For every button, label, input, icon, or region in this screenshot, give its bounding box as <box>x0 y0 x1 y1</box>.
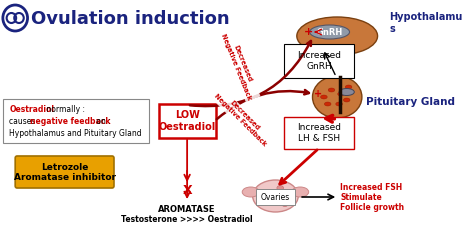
Text: Pituitary Gland: Pituitary Gland <box>365 97 455 107</box>
Text: normally :: normally : <box>44 105 85 114</box>
FancyBboxPatch shape <box>159 104 216 138</box>
Text: Hypothalamus and Pituitary Gland: Hypothalamus and Pituitary Gland <box>9 128 142 137</box>
Text: Increased FSH: Increased FSH <box>340 183 402 192</box>
Text: on :: on : <box>94 117 111 126</box>
Ellipse shape <box>336 102 342 106</box>
Text: Oestradiol: Oestradiol <box>158 122 216 132</box>
FancyArrowPatch shape <box>217 90 309 119</box>
Text: Decreased
Negative Feedback: Decreased Negative Feedback <box>212 88 272 148</box>
Text: Stimulate: Stimulate <box>340 193 382 202</box>
Text: Testosterone >>>> Oestradiol: Testosterone >>>> Oestradiol <box>121 215 253 224</box>
Ellipse shape <box>312 76 362 118</box>
Text: Oestradiol: Oestradiol <box>9 105 55 114</box>
Ellipse shape <box>277 186 283 191</box>
Text: X: X <box>182 183 192 196</box>
Ellipse shape <box>310 25 349 39</box>
FancyBboxPatch shape <box>284 44 354 78</box>
Ellipse shape <box>339 88 354 96</box>
Text: +: + <box>314 89 322 99</box>
Ellipse shape <box>337 92 344 96</box>
Text: +: + <box>304 27 313 37</box>
Ellipse shape <box>324 102 331 106</box>
Text: causes: causes <box>9 117 38 126</box>
Text: Hypothalamu
s: Hypothalamu s <box>390 12 463 34</box>
Ellipse shape <box>320 95 327 99</box>
FancyBboxPatch shape <box>3 99 149 143</box>
Text: Increased
LH & FSH: Increased LH & FSH <box>297 123 341 143</box>
Text: Letrozole: Letrozole <box>41 163 88 172</box>
Text: LOW: LOW <box>175 110 200 120</box>
FancyBboxPatch shape <box>284 117 354 149</box>
Ellipse shape <box>297 17 378 55</box>
Text: AROMATASE: AROMATASE <box>158 205 216 214</box>
Ellipse shape <box>292 187 309 197</box>
Text: Increased
GnRH: Increased GnRH <box>297 51 341 71</box>
Text: GnRH: GnRH <box>317 27 343 36</box>
Ellipse shape <box>265 191 272 196</box>
Text: Ovulation induction: Ovulation induction <box>31 10 230 28</box>
Ellipse shape <box>328 88 335 92</box>
FancyArrowPatch shape <box>190 41 311 106</box>
Ellipse shape <box>259 196 265 201</box>
Ellipse shape <box>253 180 298 212</box>
Text: Ovaries: Ovaries <box>261 192 290 201</box>
Ellipse shape <box>242 187 259 197</box>
FancyBboxPatch shape <box>15 156 114 188</box>
Ellipse shape <box>343 98 350 102</box>
Ellipse shape <box>285 193 292 199</box>
FancyBboxPatch shape <box>331 49 343 79</box>
Text: Decreased
Negative Feedback: Decreased Negative Feedback <box>220 30 259 100</box>
Ellipse shape <box>282 201 288 206</box>
Text: Follicle growth: Follicle growth <box>340 204 404 213</box>
Text: Aromatase inhibitor: Aromatase inhibitor <box>14 173 116 182</box>
FancyBboxPatch shape <box>255 189 295 205</box>
Ellipse shape <box>345 85 352 89</box>
Text: negative feedback: negative feedback <box>30 117 111 126</box>
